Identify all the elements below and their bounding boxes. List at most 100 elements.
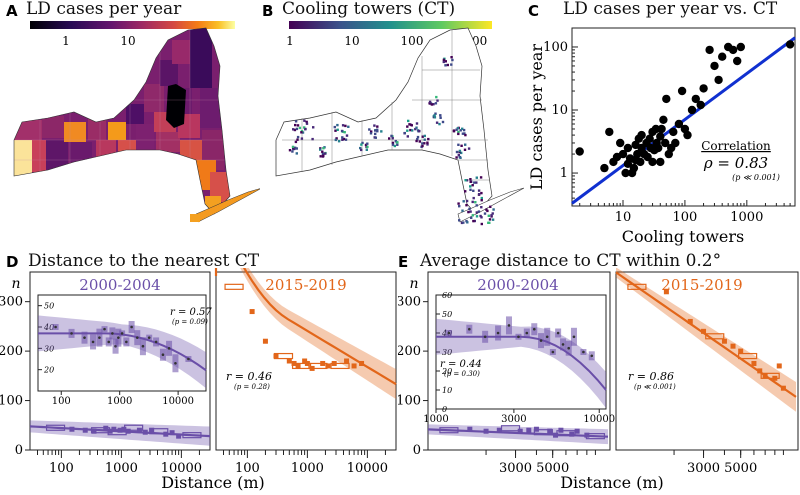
cooling-tower-dot bbox=[344, 138, 348, 141]
cooling-tower-dot bbox=[291, 150, 294, 153]
scatter-point bbox=[575, 147, 584, 156]
panel-label-c: C bbox=[528, 2, 540, 20]
inset-x-tick-label: 10000 bbox=[583, 414, 615, 425]
cooling-tower-dot bbox=[374, 132, 377, 136]
y-tick-label: 0 bbox=[15, 443, 23, 458]
data-box bbox=[182, 432, 202, 439]
cooling-tower-dot bbox=[469, 180, 472, 183]
cooling-tower-dot bbox=[480, 222, 483, 226]
inset-y-tick-label: 30 bbox=[442, 348, 452, 357]
cooling-tower-dot bbox=[459, 156, 462, 159]
colorbar-b-tick: 100 bbox=[401, 34, 424, 48]
panel-e-left-title: 2000-2004 bbox=[477, 276, 558, 294]
cooling-tower-dot bbox=[421, 135, 424, 138]
panel-d-title: Distance to the nearest CT bbox=[28, 251, 260, 271]
x-tick-label: 100 bbox=[235, 461, 260, 476]
cooling-tower-dot bbox=[460, 221, 464, 225]
cooling-tower-dot bbox=[341, 136, 344, 139]
inset-data-point bbox=[525, 331, 529, 335]
scatter-point bbox=[637, 130, 646, 140]
regression-line bbox=[571, 36, 796, 205]
cooling-tower-dot bbox=[376, 130, 379, 133]
cooling-tower-dot bbox=[415, 122, 419, 125]
cooling-tower-dot bbox=[479, 214, 482, 218]
cooling-tower-dot bbox=[455, 128, 458, 131]
inset-data-point bbox=[483, 335, 487, 339]
data-box bbox=[224, 283, 244, 290]
data-point bbox=[344, 358, 350, 364]
panel-c-xlabel: Cooling towers bbox=[622, 227, 744, 246]
data-box bbox=[533, 429, 553, 436]
cooling-tower-dot bbox=[341, 124, 345, 127]
correlation-heading: Correlation bbox=[701, 139, 771, 153]
scatter-point bbox=[648, 157, 657, 167]
cooling-tower-dot bbox=[406, 135, 409, 138]
data-box bbox=[45, 424, 66, 431]
cooling-tower-dot bbox=[322, 147, 325, 150]
inset-data-point bbox=[154, 340, 158, 344]
cooling-tower-dot bbox=[461, 209, 464, 212]
cooling-tower-dot bbox=[415, 139, 418, 143]
panel-d-xlabel: Distance (m) bbox=[161, 473, 265, 492]
inset-data-point bbox=[187, 357, 190, 361]
cooling-tower-dot bbox=[426, 143, 429, 146]
scatter-point bbox=[618, 149, 628, 159]
scatter-point bbox=[605, 127, 614, 137]
cooling-tower-dot bbox=[460, 144, 463, 147]
cooling-tower-dot bbox=[434, 102, 438, 105]
cooling-tower-dot bbox=[409, 128, 412, 132]
cooling-tower-dot bbox=[288, 149, 292, 152]
y-tick-label: 200 bbox=[0, 344, 23, 359]
inset-data-point bbox=[447, 331, 451, 335]
cooling-tower-dot bbox=[294, 123, 297, 127]
cooling-tower-dot bbox=[474, 201, 477, 204]
scatter-point bbox=[657, 124, 666, 134]
panel-d-right-r: r = 0.46 bbox=[226, 370, 272, 383]
scatter-point bbox=[645, 134, 654, 143]
inset-data-point bbox=[582, 350, 585, 354]
data-point bbox=[169, 430, 175, 436]
cooling-tower-dot bbox=[335, 137, 338, 140]
cooling-tower-dot bbox=[345, 134, 349, 137]
cooling-tower-dot bbox=[491, 218, 495, 221]
scatter-point bbox=[600, 163, 609, 173]
cooling-tower-dot bbox=[456, 127, 459, 130]
data-box bbox=[124, 424, 144, 431]
data-point bbox=[467, 426, 473, 432]
panel-c-points bbox=[575, 40, 795, 178]
cooling-tower-dot bbox=[488, 221, 491, 224]
inset-data-point bbox=[70, 332, 73, 335]
cooling-tower-dot bbox=[295, 147, 298, 150]
data-point bbox=[687, 318, 693, 324]
cooling-tower-dot bbox=[388, 137, 391, 140]
cooling-tower-dot bbox=[396, 141, 399, 144]
cooling-tower-dot bbox=[312, 126, 315, 129]
cooling-tower-dot bbox=[444, 60, 447, 63]
scatter-point bbox=[705, 45, 714, 55]
cooling-tower-dot bbox=[359, 146, 362, 150]
cooling-tower-dot bbox=[468, 207, 471, 211]
panel-e-title: Average distance to CT within 0.2° bbox=[420, 251, 722, 271]
cooling-tower-dot bbox=[472, 219, 475, 223]
inset-data-point bbox=[98, 336, 101, 339]
cooling-tower-dot bbox=[341, 138, 344, 141]
cooling-tower-dot bbox=[291, 145, 295, 149]
data-point bbox=[351, 363, 357, 369]
data-point bbox=[295, 363, 301, 369]
panel-e-xlabel: Distance (m) bbox=[560, 473, 664, 492]
scatter-point bbox=[656, 157, 665, 167]
panel-e: n 3000 5000 0 100 200 300 1000 3000 10000 0 10 20 30… bbox=[398, 268, 799, 492]
inset-data-point bbox=[125, 340, 128, 344]
data-point bbox=[547, 428, 553, 434]
data-point bbox=[273, 353, 279, 359]
cooling-tower-dot bbox=[464, 143, 467, 146]
data-point bbox=[286, 358, 292, 364]
cooling-tower-dot bbox=[403, 131, 406, 135]
ny-outline-b bbox=[275, 27, 493, 215]
data-point bbox=[302, 358, 308, 364]
scatter-point bbox=[674, 119, 684, 129]
cooling-tower-dot bbox=[457, 130, 460, 134]
inset-data-point bbox=[572, 335, 576, 339]
cooling-tower-dot bbox=[296, 138, 299, 141]
cooling-tower-dot bbox=[364, 143, 368, 147]
